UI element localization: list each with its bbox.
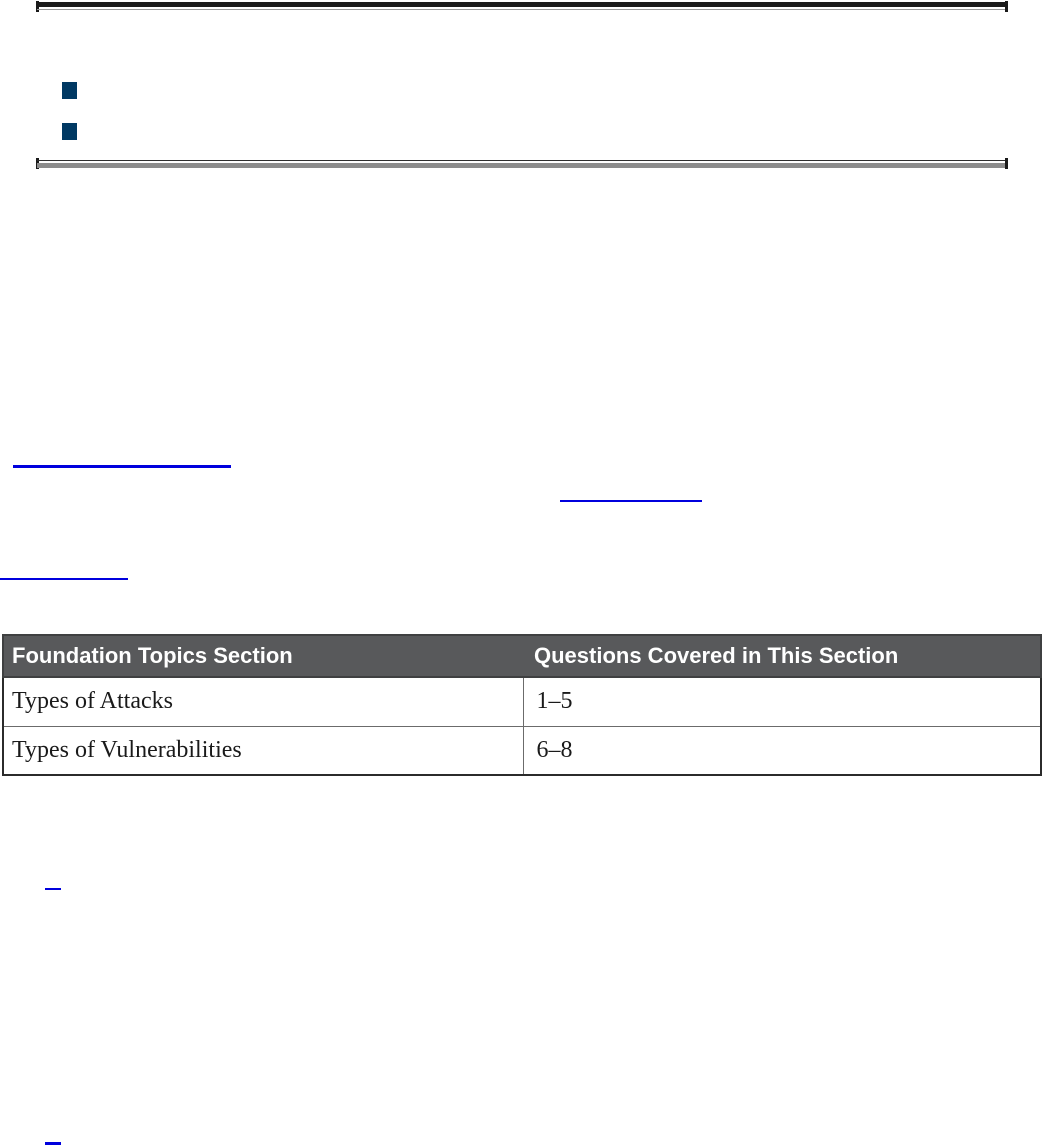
table-header-row: Foundation Topics Section Questions Cove… (2, 634, 1042, 678)
square-bullet-icon (62, 123, 77, 140)
table-cell-topic: Types of Vulnerabilities (2, 725, 524, 776)
column-header-foundation-topics: Foundation Topics Section (2, 634, 523, 678)
callout-box-bottom-rule (36, 158, 1008, 169)
rule-gray-bar (37, 163, 1007, 168)
table-row: Types of Attacks 1–5 (2, 676, 1042, 727)
hyperlink-underline[interactable] (560, 500, 702, 502)
column-header-questions-covered: Questions Covered in This Section (523, 634, 1042, 678)
table-cell-questions: 6–8 (522, 725, 1042, 776)
square-bullet-icon (62, 82, 77, 99)
rule-end-cap (1005, 1, 1008, 12)
footnote-link-underline[interactable] (45, 888, 61, 890)
rule-thick-bar (37, 2, 1007, 7)
rule-thin-bar (37, 160, 1007, 161)
footnote-link-underline[interactable] (45, 1142, 61, 1145)
hyperlink-underline[interactable] (13, 465, 231, 468)
rule-thin-bar (37, 9, 1007, 10)
table-row: Types of Vulnerabilities 6–8 (2, 725, 1042, 776)
table-cell-topic: Types of Attacks (2, 676, 524, 727)
callout-box-top-rule (36, 1, 1008, 12)
table-cell-questions: 1–5 (522, 676, 1042, 727)
foundation-topics-table: Foundation Topics Section Questions Cove… (2, 634, 1042, 776)
hyperlink-underline[interactable] (0, 578, 128, 580)
rule-end-cap (1005, 158, 1008, 169)
